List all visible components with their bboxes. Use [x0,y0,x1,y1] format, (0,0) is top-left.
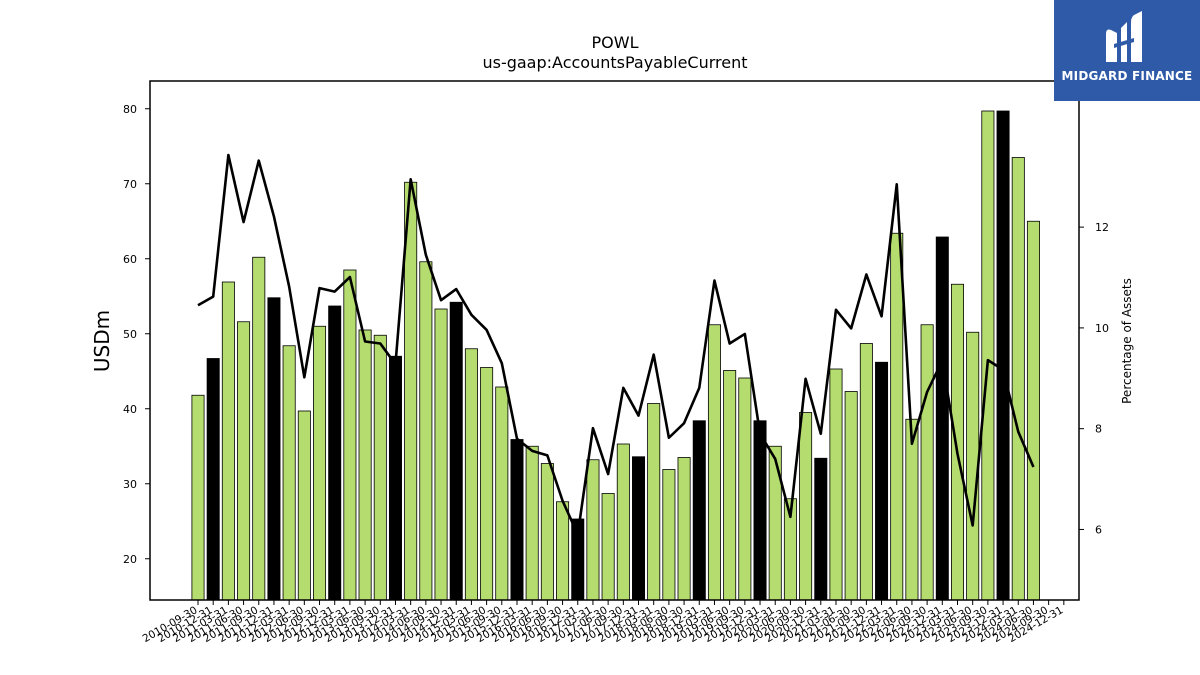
midgard-finance-logo: MIDGARD FINANCE [1054,0,1200,101]
y-axis-label: USDm [90,310,114,372]
bar-2022-09-30 [920,324,934,601]
bar-2018-06-30 [662,469,676,601]
y2-axis-label: Percentage of Assets [1120,278,1134,404]
bar-2017-03-31 [586,459,600,601]
y-tick-label-40: 40 [123,403,137,416]
bar-2020-09-30 [799,412,813,601]
pct-assets-line-layer [197,153,1035,536]
bar-2012-12-31 [328,305,342,601]
bar-2010-09-30 [191,394,205,601]
bar-2024-06-30 [1026,220,1040,601]
bar-2015-03-31 [464,348,478,601]
bar-2012-03-31 [282,345,296,601]
bar-2018-03-31 [647,403,661,601]
y2-tick-label-6: 6 [1095,523,1102,536]
bar-2023-09-30 [981,110,995,601]
bar-2013-12-31 [388,355,402,601]
bar-2019-03-31 [707,324,721,601]
bar-2023-12-31 [996,110,1010,601]
bar-2012-06-30 [297,410,311,601]
bar-2020-12-31 [814,457,828,601]
bar-2015-12-31 [510,439,524,601]
pct-assets-line [197,153,1035,536]
bar-2018-12-31 [692,420,706,601]
y-tick-label-20: 20 [123,553,137,566]
bar-2019-12-31 [753,420,767,601]
bar-2011-12-31 [267,297,281,601]
y-tick-label-70: 70 [123,178,137,191]
bar-2021-09-30 [859,343,873,601]
chart-title: POWL [592,33,639,52]
bar-2022-06-30 [905,418,919,601]
y-axis-ticks: 20 30 40 50 60 70 80 [123,103,150,566]
y-tick-label-80: 80 [123,103,137,116]
bar-2013-09-30 [373,334,387,601]
y2-tick-label-12: 12 [1095,221,1109,234]
bar-2017-06-30 [601,493,615,601]
bar-2016-06-30 [540,463,554,601]
bar-2015-09-30 [495,386,509,601]
bar-2017-12-31 [632,456,646,601]
bar-2023-03-31 [951,283,965,601]
chart-subtitle: us-gaap:AccountsPayableCurrent [482,53,747,72]
plot-frame [149,80,1080,601]
bar-2016-03-31 [525,445,539,601]
bar-2014-06-30 [419,261,433,601]
bar-2021-06-30 [844,391,858,601]
y-tick-label-30: 30 [123,478,137,491]
bar-2019-06-30 [723,370,737,601]
bar-2014-09-30 [434,308,448,601]
bar-2012-09-30 [313,325,327,601]
bar-2019-09-30 [738,377,752,601]
bar-2011-09-30 [252,256,266,601]
y2-axis-ticks: 6 8 10 12 [1079,221,1109,536]
bar-2022-12-31 [935,236,949,601]
bar-2013-06-30 [358,329,372,601]
y2-tick-label-10: 10 [1095,322,1109,335]
bar-2016-09-30 [556,501,570,601]
bar-series [191,110,1040,601]
midgard-logo-icon [1106,11,1142,62]
bar-2011-06-30 [237,321,251,601]
logo-text: MIDGARD FINANCE [1061,69,1193,83]
bar-2010-12-31 [206,358,220,601]
y-tick-label-60: 60 [123,253,137,266]
bar-2017-09-30 [616,443,630,601]
bar-2024-03-31 [1011,157,1025,601]
bar-2014-12-31 [449,301,463,601]
bar-2021-03-31 [829,368,843,601]
x-axis-ticks: 2010-09-302010-12-312011-03-312011-06-30… [141,600,1065,645]
bar-2015-06-30 [480,367,494,601]
y2-tick-label-8: 8 [1095,423,1102,436]
y-tick-label-50: 50 [123,328,137,341]
bar-2013-03-31 [343,269,357,601]
bar-2018-09-30 [677,457,691,601]
bar-2020-03-31 [768,445,782,601]
bar-2011-03-31 [221,281,235,601]
bar-2022-03-31 [890,232,904,601]
bar-2021-12-31 [875,361,889,601]
